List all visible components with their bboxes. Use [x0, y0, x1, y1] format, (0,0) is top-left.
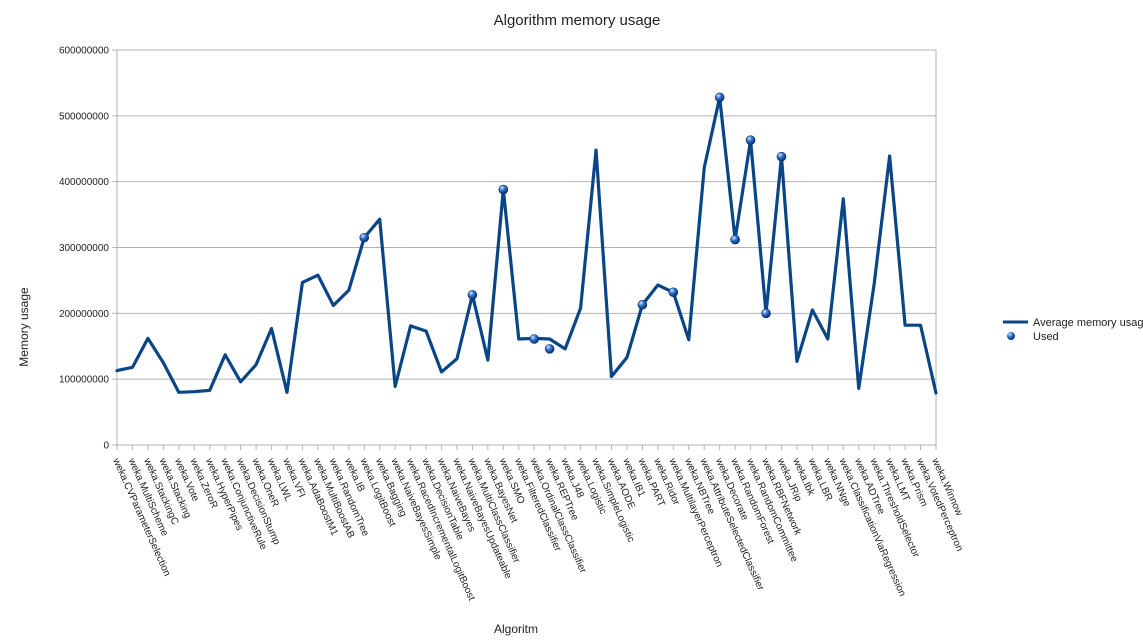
used-point	[498, 184, 509, 195]
used-point	[714, 92, 725, 103]
x-axis-ticks: weka.CVParameterSelectionweka.MultiSchem…	[110, 445, 965, 603]
legend: Average memory usage Used	[1003, 317, 1143, 343]
y-tick-label: 600000000	[59, 46, 109, 57]
y-tick-label: 400000000	[59, 177, 109, 188]
line-average-memory-usage	[115, 95, 938, 395]
legend-label-average: Average memory usage	[1033, 317, 1143, 329]
y-axis-ticks: 0 100000000 200000000 300000000 400000000 500…	[59, 46, 117, 452]
y-tick-label: 100000000	[59, 375, 109, 386]
used-point	[761, 308, 771, 319]
used-point	[544, 344, 555, 354]
gridlines	[117, 115, 936, 380]
y-tick-label: 0	[103, 441, 109, 452]
used-point	[745, 135, 756, 145]
used-point	[529, 334, 540, 344]
series-used	[359, 92, 787, 354]
y-tick-label: 300000000	[59, 243, 109, 254]
used-point	[637, 299, 648, 310]
used-point	[730, 234, 740, 245]
series-average-memory-usage	[115, 95, 938, 395]
y-tick-label: 500000000	[59, 111, 109, 122]
used-point	[467, 290, 478, 300]
y-axis-title: Memory usage	[17, 287, 31, 367]
used-point	[359, 232, 370, 243]
legend-label-used: Used	[1033, 331, 1059, 343]
used-point	[668, 287, 679, 298]
x-axis-title: Algoritm	[494, 622, 538, 636]
y-tick-label: 200000000	[59, 309, 109, 320]
legend-marker-swatch	[1007, 332, 1015, 340]
chart-title: Algorithm memory usage	[494, 12, 661, 29]
used-point	[776, 151, 787, 162]
